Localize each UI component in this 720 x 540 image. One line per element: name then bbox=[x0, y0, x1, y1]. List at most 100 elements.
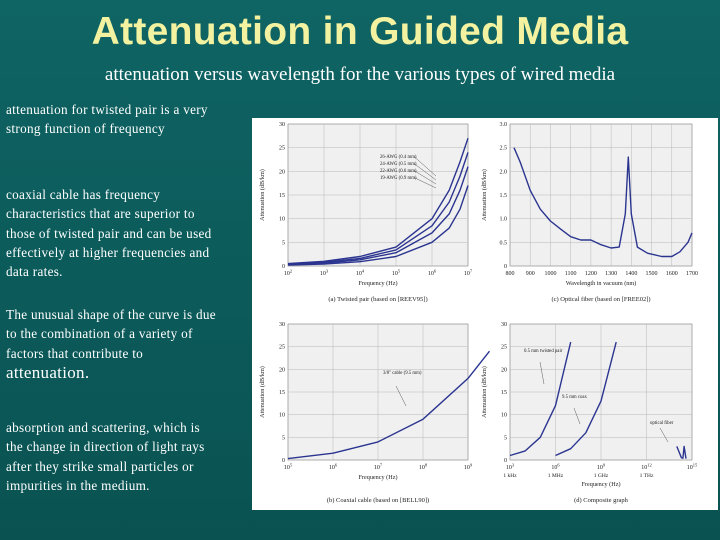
chart-caption: (a) Twisted pair (based on [REEV95]) bbox=[328, 296, 427, 303]
x-tick-label: 1012 bbox=[641, 463, 652, 472]
annotation-leader bbox=[539, 361, 545, 385]
series-line bbox=[509, 341, 572, 457]
legend-label: 24-AWG (0.5 mm) bbox=[380, 162, 417, 167]
x-tick-label: 105 bbox=[284, 463, 293, 472]
chart-caption: (c) Optical fiber (based on [FREE02]) bbox=[551, 296, 650, 303]
chart-caption: (b) Coaxial cable (based on [BELL90]) bbox=[327, 497, 429, 504]
x-tick-label: 1015 bbox=[687, 463, 698, 472]
y-tick-label: 10 bbox=[279, 413, 285, 419]
slide-subtitle: attenuation versus wavelength for the va… bbox=[104, 64, 616, 85]
series-line bbox=[287, 152, 469, 265]
x-tick-label: 1000 bbox=[544, 271, 556, 277]
bullet-unusual-shape-tail: attenuation. bbox=[6, 362, 90, 382]
legend-leader bbox=[413, 163, 437, 181]
x-tick-sublabel: 1 MHz bbox=[548, 473, 564, 479]
annotation-leader bbox=[395, 385, 407, 407]
y-tick-label: 1.5 bbox=[500, 193, 508, 199]
x-axis-label: Wavelength in vacuum (nm) bbox=[566, 280, 636, 287]
legend-label: 26-AWG (0.4 mm) bbox=[380, 155, 417, 160]
legend-label: 22-AWG (0.6 mm) bbox=[380, 169, 417, 174]
x-axis-label: Frequency (Hz) bbox=[359, 474, 398, 481]
y-tick-label: 15 bbox=[279, 390, 285, 396]
x-tick-label: 800 bbox=[506, 271, 515, 277]
x-tick-label: 107 bbox=[464, 269, 473, 278]
series-annotation: optical fiber bbox=[650, 421, 674, 426]
y-tick-label: 2.5 bbox=[500, 146, 508, 152]
y-axis-label: Attenuation (dB/km) bbox=[259, 366, 266, 418]
y-tick-label: 2.0 bbox=[500, 169, 508, 175]
series-line bbox=[513, 147, 693, 258]
legend-leader bbox=[413, 177, 437, 189]
series-line bbox=[287, 350, 491, 460]
y-tick-label: 0.5 bbox=[500, 240, 508, 246]
x-tick-label: 109 bbox=[597, 463, 606, 472]
y-tick-label: 15 bbox=[501, 390, 507, 396]
x-tick-label: 1100 bbox=[565, 271, 577, 277]
series-annotation: 3/8" cable (9.5 mm) bbox=[383, 371, 422, 376]
y-tick-label: 10 bbox=[279, 217, 285, 223]
y-tick-label: 0 bbox=[504, 264, 507, 270]
x-tick-sublabel: 1 kHz bbox=[503, 473, 517, 479]
x-tick-sublabel: 1 THz bbox=[640, 473, 654, 479]
x-tick-label: 107 bbox=[374, 463, 383, 472]
y-tick-label: 3.0 bbox=[500, 122, 508, 128]
y-tick-label: 0 bbox=[282, 458, 285, 464]
slide-title: Attenuation in Guided Media bbox=[91, 10, 629, 53]
y-tick-label: 25 bbox=[279, 345, 285, 351]
bullet-coaxial: coaxial cable has frequency characterist… bbox=[6, 187, 212, 280]
y-tick-label: 5 bbox=[504, 435, 507, 441]
x-tick-label: 106 bbox=[551, 463, 560, 472]
series-line bbox=[287, 137, 469, 265]
legend-leader bbox=[413, 170, 437, 185]
series-line bbox=[676, 445, 687, 459]
x-tick-label: 106 bbox=[428, 269, 437, 278]
x-tick-label: 109 bbox=[464, 463, 473, 472]
chart-caption: (d) Composite graph bbox=[574, 497, 629, 504]
x-tick-label: 102 bbox=[284, 269, 292, 278]
x-tick-label: 106 bbox=[329, 463, 338, 472]
x-tick-label: 1700 bbox=[686, 271, 698, 277]
annotation-leader bbox=[573, 407, 581, 425]
x-tick-label: 103 bbox=[506, 463, 515, 472]
y-tick-label: 15 bbox=[279, 193, 285, 199]
attenuation-figure: 30 25 20 15 10 5 0 102 103 104 105 106 107 Frequency … bbox=[252, 118, 718, 510]
y-tick-label: 20 bbox=[279, 367, 285, 373]
y-tick-label: 10 bbox=[501, 413, 507, 419]
y-axis-label: Attenuation (dB/km) bbox=[481, 366, 488, 418]
y-tick-label: 0 bbox=[504, 458, 507, 464]
y-tick-label: 30 bbox=[279, 322, 285, 328]
x-tick-label: 103 bbox=[320, 269, 329, 278]
x-axis-label: Frequency (Hz) bbox=[359, 280, 398, 287]
y-tick-label: 20 bbox=[501, 367, 507, 373]
bullet-unusual-shape: The unusual shape of the curve is due to… bbox=[6, 305, 218, 383]
bullet-absorption: absorption and scattering, which is the … bbox=[6, 420, 205, 493]
y-tick-label: 30 bbox=[279, 122, 285, 128]
x-tick-label: 108 bbox=[419, 463, 428, 472]
series-annotation: 9.5 mm coax bbox=[562, 395, 588, 400]
x-tick-label: 1600 bbox=[666, 271, 678, 277]
bullet-twisted-pair: attenuation for twisted pair is a very s… bbox=[6, 102, 208, 137]
bullet-unusual-shape-text: The unusual shape of the curve is due to… bbox=[6, 307, 216, 361]
x-tick-label: 1500 bbox=[646, 271, 658, 277]
x-tick-label: 900 bbox=[526, 271, 535, 277]
x-tick-label: 1200 bbox=[585, 271, 597, 277]
legend-leader bbox=[413, 156, 437, 177]
y-tick-label: 25 bbox=[279, 146, 285, 152]
y-tick-label: 5 bbox=[282, 435, 285, 441]
x-tick-label: 105 bbox=[392, 269, 401, 278]
y-tick-label: 20 bbox=[279, 169, 285, 175]
x-tick-label: 104 bbox=[356, 269, 365, 278]
series-line bbox=[287, 166, 469, 266]
y-axis-label: Attenuation (dB/km) bbox=[481, 169, 488, 221]
y-tick-label: 30 bbox=[501, 322, 507, 328]
x-tick-sublabel: 1 GHz bbox=[594, 473, 609, 479]
annotation-leader bbox=[659, 427, 669, 443]
series-annotation: 0.5 mm twisted pair bbox=[524, 349, 563, 354]
y-tick-label: 0 bbox=[282, 264, 285, 270]
y-tick-label: 25 bbox=[501, 345, 507, 351]
